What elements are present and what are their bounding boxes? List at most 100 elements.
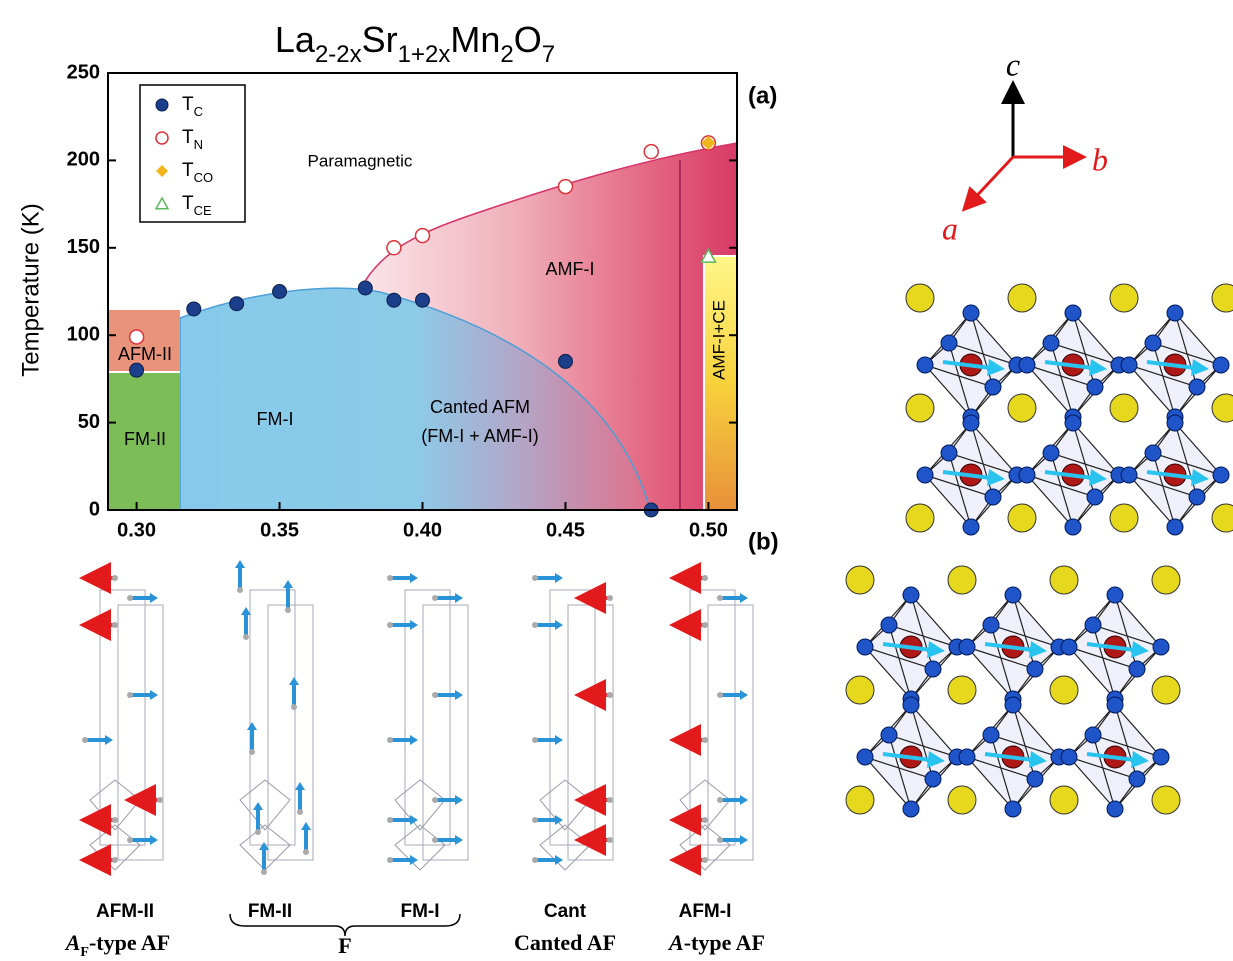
o-atom — [1061, 749, 1077, 765]
arrow-head — [150, 835, 158, 845]
o-atom — [1121, 467, 1137, 483]
o-atom — [1005, 697, 1021, 713]
atom — [432, 797, 438, 803]
y-tick-label: 0 — [89, 498, 100, 520]
o-atom — [1153, 639, 1169, 655]
o-atom — [1213, 467, 1229, 483]
atom — [237, 587, 243, 593]
arrow-head — [455, 835, 463, 845]
la-atom — [948, 566, 976, 594]
la-atom — [1050, 786, 1078, 814]
structure-name: AFM-II — [96, 901, 154, 922]
arrow-head — [455, 690, 463, 700]
text-part: Sr — [362, 19, 398, 60]
o-atom — [963, 305, 979, 321]
atom — [702, 622, 708, 628]
o-atom — [1129, 661, 1145, 677]
text-part: 1+2x — [398, 41, 451, 68]
atom — [303, 849, 309, 855]
atom — [717, 692, 723, 698]
arrow-head — [555, 573, 563, 583]
spin-structures: (b)AFM-IIFM-IIFM-ICantAFM-IAF-type AFFCa… — [64, 528, 779, 959]
cell-outline — [423, 605, 468, 860]
o-atom — [1065, 415, 1081, 431]
x-tick-label: 0.30 — [117, 519, 156, 541]
axis-arrow — [970, 157, 1013, 203]
atom — [702, 857, 708, 863]
octahedron — [90, 780, 140, 870]
arrow-head — [105, 735, 113, 745]
o-atom — [917, 467, 933, 483]
text-part: -type AF — [684, 930, 765, 955]
o-atom — [1085, 727, 1101, 743]
atom — [387, 817, 393, 823]
text-part: A — [64, 930, 81, 955]
atom — [285, 607, 291, 613]
atom — [532, 857, 538, 863]
region-label: FM-II — [124, 429, 166, 449]
structure-name: Cant — [544, 901, 587, 922]
o-atom — [985, 379, 1001, 395]
chart-title: La2-2xSr1+2xMn2O7 — [275, 19, 555, 68]
structure-name: AFM-I — [679, 901, 732, 922]
region-label: Canted AFM — [430, 397, 530, 417]
arrow-head — [740, 690, 748, 700]
o-atom — [881, 727, 897, 743]
atom — [127, 692, 133, 698]
o-atom — [1085, 617, 1101, 633]
arrow-head — [740, 795, 748, 805]
atom — [127, 595, 133, 601]
axis-name: c — [1006, 46, 1020, 82]
text-part: La — [275, 19, 316, 60]
o-atom — [1061, 639, 1077, 655]
o-atom — [1027, 661, 1043, 677]
arrow-head — [410, 573, 418, 583]
o-atom — [1121, 357, 1137, 373]
atom — [432, 595, 438, 601]
atom — [717, 595, 723, 601]
o-atom — [983, 617, 999, 633]
text-part: C — [194, 104, 203, 119]
o-atom — [941, 335, 957, 351]
la-atom — [906, 394, 934, 422]
cell-outline — [568, 605, 613, 860]
text-part: 7 — [542, 41, 555, 68]
o-atom — [1019, 467, 1035, 483]
o-atom — [881, 617, 897, 633]
structure-type: A-type AF — [667, 930, 765, 955]
x-tick-label: 0.40 — [403, 519, 442, 541]
la-atom — [1050, 566, 1078, 594]
o-atom — [857, 749, 873, 765]
axis-name: b — [1092, 141, 1108, 177]
text-part: 2 — [500, 41, 513, 68]
atom — [112, 575, 118, 581]
arrow-head — [410, 735, 418, 745]
data-point — [358, 281, 372, 295]
la-atom — [1152, 676, 1180, 704]
la-atom — [1008, 284, 1036, 312]
x-tick-label: 0.45 — [546, 519, 585, 541]
region-label: (FM-I + AMF-I) — [421, 426, 538, 446]
la-atom — [1212, 504, 1233, 532]
atom — [532, 575, 538, 581]
o-atom — [903, 587, 919, 603]
la-atom — [846, 566, 874, 594]
x-tick-label: 0.35 — [260, 519, 299, 541]
y-tick-label: 200 — [67, 149, 100, 171]
o-atom — [959, 749, 975, 765]
region-label: AMF-I — [546, 259, 595, 279]
arrow-head — [301, 822, 311, 830]
atom — [702, 817, 708, 823]
data-point — [187, 302, 201, 316]
o-atom — [963, 415, 979, 431]
data-point — [416, 229, 430, 243]
y-tick-label: 50 — [78, 411, 100, 433]
o-atom — [963, 519, 979, 535]
y-tick-label: 100 — [67, 323, 100, 345]
cell-outline — [690, 590, 735, 845]
data-point — [130, 363, 144, 377]
o-atom — [1189, 489, 1205, 505]
la-atom — [906, 284, 934, 312]
la-atom — [1110, 504, 1138, 532]
o-atom — [1189, 379, 1205, 395]
